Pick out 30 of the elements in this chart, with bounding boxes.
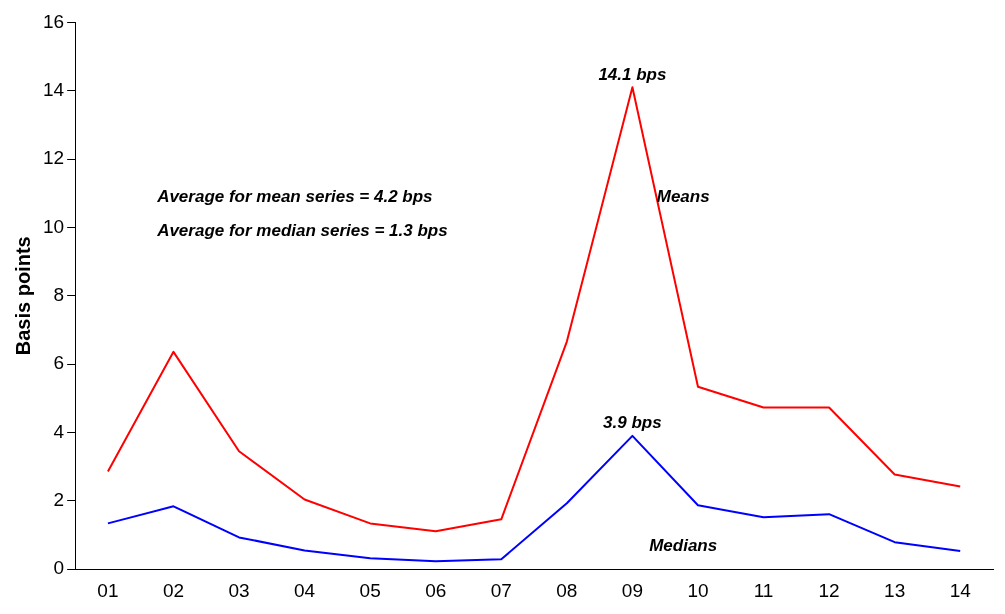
annotation: 3.9 bps (603, 413, 662, 433)
y-tick-label: 14 (42, 78, 65, 100)
y-tick-label: 0 (53, 557, 65, 579)
series-label: Means (656, 187, 710, 207)
x-tick-label: 09 (621, 579, 643, 601)
x-tick-label: 07 (490, 579, 512, 601)
x-tick-label: 02 (162, 579, 185, 601)
x-tick-label: 03 (228, 579, 250, 601)
y-tick-label: 16 (42, 10, 65, 32)
x-tick-label: 06 (425, 579, 447, 601)
y-tick-label: 10 (42, 215, 65, 237)
x-tick-label: 08 (556, 579, 578, 601)
x-tick-label: 05 (359, 579, 381, 601)
x-tick-label: 10 (687, 579, 709, 601)
x-tick-label: 13 (884, 579, 906, 601)
x-tick-label: 12 (818, 579, 840, 601)
annotation: 14.1 bps (598, 64, 667, 84)
x-tick-label: 14 (949, 579, 972, 601)
y-tick-label: 12 (42, 147, 65, 169)
y-tick-label: 4 (53, 420, 65, 442)
y-tick-label: 2 (53, 489, 65, 511)
x-tick-label: 04 (294, 579, 316, 601)
annotation: Average for mean series = 4.2 bps (156, 187, 433, 207)
x-tick-label: 11 (753, 579, 774, 601)
x-tick-label: 01 (97, 579, 119, 601)
annotation: Average for median series = 1.3 bps (156, 221, 448, 241)
y-tick-label: 8 (53, 284, 65, 306)
y-axis-title: Basis points (11, 236, 34, 356)
series-label: Medians (649, 535, 718, 555)
y-tick-label: 6 (53, 352, 65, 374)
